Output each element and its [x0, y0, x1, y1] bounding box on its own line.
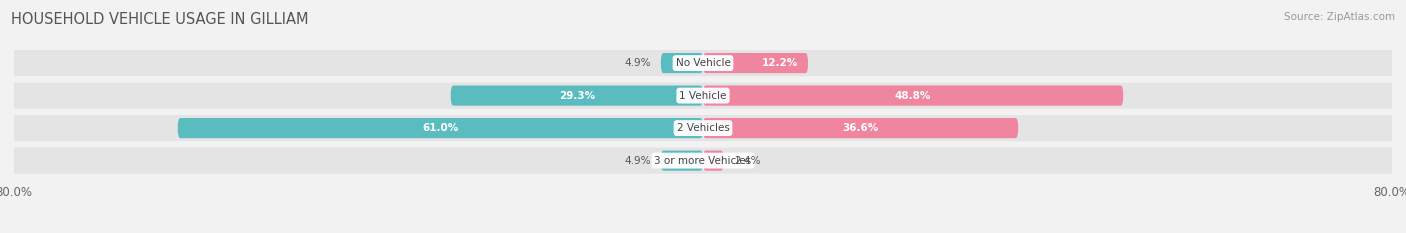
Text: 12.2%: 12.2% [762, 58, 797, 68]
FancyBboxPatch shape [0, 115, 1406, 141]
Text: 48.8%: 48.8% [896, 91, 931, 101]
Text: 36.6%: 36.6% [842, 123, 879, 133]
FancyBboxPatch shape [703, 53, 808, 73]
FancyBboxPatch shape [703, 118, 1018, 138]
Text: 2.4%: 2.4% [734, 156, 761, 166]
Text: HOUSEHOLD VEHICLE USAGE IN GILLIAM: HOUSEHOLD VEHICLE USAGE IN GILLIAM [11, 12, 309, 27]
Text: 3 or more Vehicles: 3 or more Vehicles [654, 156, 752, 166]
FancyBboxPatch shape [0, 147, 1406, 174]
Text: 61.0%: 61.0% [422, 123, 458, 133]
FancyBboxPatch shape [703, 86, 1123, 106]
Text: 1 Vehicle: 1 Vehicle [679, 91, 727, 101]
Text: 4.9%: 4.9% [624, 156, 651, 166]
FancyBboxPatch shape [703, 151, 724, 171]
FancyBboxPatch shape [177, 118, 703, 138]
FancyBboxPatch shape [0, 82, 1406, 109]
Text: No Vehicle: No Vehicle [675, 58, 731, 68]
FancyBboxPatch shape [661, 151, 703, 171]
FancyBboxPatch shape [451, 86, 703, 106]
Text: 29.3%: 29.3% [558, 91, 595, 101]
FancyBboxPatch shape [0, 50, 1406, 76]
FancyBboxPatch shape [661, 53, 703, 73]
Text: 4.9%: 4.9% [624, 58, 651, 68]
Text: 2 Vehicles: 2 Vehicles [676, 123, 730, 133]
Text: Source: ZipAtlas.com: Source: ZipAtlas.com [1284, 12, 1395, 22]
